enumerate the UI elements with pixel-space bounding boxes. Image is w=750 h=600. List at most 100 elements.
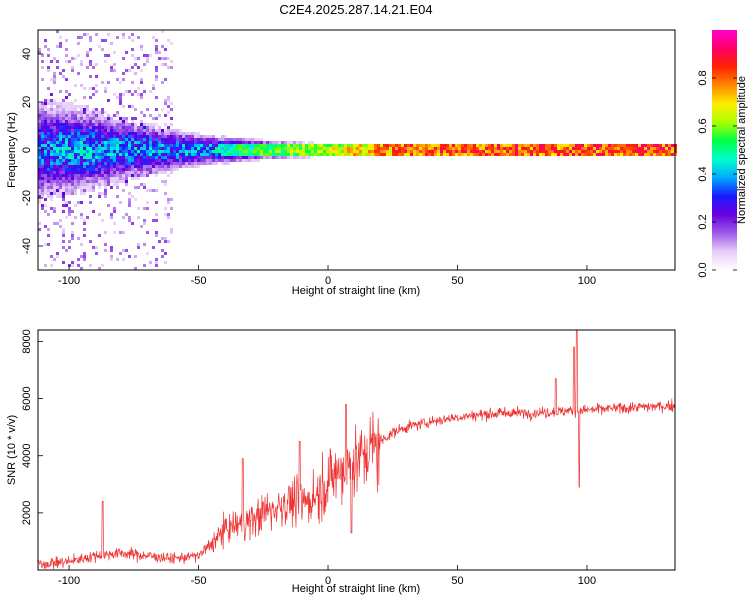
spectrogram-cell <box>53 210 56 213</box>
spectrogram-cell <box>533 144 536 147</box>
spectrogram-cell <box>548 147 551 150</box>
spectrogram-cell <box>659 153 662 156</box>
spectrogram-cell <box>170 165 173 168</box>
spectrogram-cell <box>203 153 206 156</box>
spectrogram-cell <box>398 144 401 147</box>
spectrogram-cell <box>101 39 104 42</box>
spectrogram-cell <box>44 45 47 48</box>
spectrogram-cell <box>83 258 86 261</box>
spectrogram-cell <box>134 123 137 126</box>
spectrogram-cell <box>89 60 92 63</box>
spectrogram-cell <box>161 30 164 33</box>
spectrogram-cell <box>143 219 146 222</box>
spectrogram-cell <box>116 138 119 141</box>
spectrogram-cell <box>158 144 161 147</box>
spectrogram-cell <box>224 144 227 147</box>
spectrogram-cell <box>68 60 71 63</box>
spectrogram-cell <box>170 198 173 201</box>
spectrogram-cell <box>38 162 41 165</box>
spectrogram-cell <box>254 141 257 144</box>
spectrogram-cell <box>557 150 560 153</box>
spectrogram-cell <box>71 57 74 60</box>
spectrogram-cell <box>62 204 65 207</box>
spectrogram-cell <box>110 126 113 129</box>
spectrogram-cell <box>101 81 104 84</box>
spectrogram-cell <box>68 147 71 150</box>
spectrogram-cell <box>221 144 224 147</box>
spectrogram-cell <box>152 126 155 129</box>
spectrogram-cell <box>494 150 497 153</box>
spectrogram-cell <box>371 153 374 156</box>
spectrogram-cell <box>44 105 47 108</box>
spectrogram-cell <box>512 150 515 153</box>
spectrogram-cell <box>152 138 155 141</box>
spectrogram-cell <box>317 144 320 147</box>
spectrogram-cell <box>101 147 104 150</box>
spectrogram-cell <box>53 186 56 189</box>
spectrogram-cell <box>257 144 260 147</box>
spectrogram-cell <box>167 96 170 99</box>
spectrogram-cell <box>191 138 194 141</box>
spectrogram-cell <box>290 150 293 153</box>
spectrogram-cell <box>74 117 77 120</box>
spectrogram-cell <box>236 138 239 141</box>
spectrogram-cell <box>251 138 254 141</box>
spectrogram-cell <box>71 237 74 240</box>
spectrogram-cell <box>131 123 134 126</box>
spectrogram-cell <box>47 165 50 168</box>
spectrogram-cell <box>434 147 437 150</box>
spectrogram-cell <box>53 78 56 81</box>
spectrogram-cell <box>62 120 65 123</box>
spectrogram-cell <box>98 120 101 123</box>
spectrogram-cell <box>188 159 191 162</box>
spectrogram-cell <box>500 144 503 147</box>
spectrogram-cell <box>155 174 158 177</box>
spectrogram-cell <box>68 180 71 183</box>
spectrogram-cell <box>242 147 245 150</box>
spectrogram-cell <box>164 78 167 81</box>
spectrogram-cell <box>386 153 389 156</box>
spectrogram-cell <box>149 90 152 93</box>
spectrogram-cell <box>170 132 173 135</box>
spectrogram-cell <box>74 180 77 183</box>
spectrogram-cell <box>437 153 440 156</box>
spectrogram-cell <box>164 102 167 105</box>
spectrogram-cell <box>56 129 59 132</box>
spectrogram-cell <box>602 153 605 156</box>
spectrogram-cell <box>95 150 98 153</box>
spectrogram-cell <box>47 150 50 153</box>
spectrogram-cell <box>155 234 158 237</box>
spectrogram-cell <box>47 141 50 144</box>
spectrogram-cell <box>74 108 77 111</box>
spectrogram-cell <box>83 255 86 258</box>
spectrogram-cell <box>92 153 95 156</box>
spectrogram-cell <box>176 159 179 162</box>
spectrogram-cell <box>191 147 194 150</box>
spectrogram-cell <box>89 240 92 243</box>
spectrogram-cell <box>131 129 134 132</box>
spectrogram-cell <box>524 147 527 150</box>
spectrogram-cell <box>98 126 101 129</box>
spectrogram-cell <box>86 135 89 138</box>
spectrogram-cell <box>140 123 143 126</box>
spectrogram-cell <box>251 150 254 153</box>
spectrogram-cell <box>260 138 263 141</box>
spectrogram-cell <box>155 117 158 120</box>
spectrogram-cell <box>395 150 398 153</box>
spectrogram-cell <box>299 150 302 153</box>
spectrogram-cell <box>356 150 359 153</box>
spectrogram-cell <box>662 147 665 150</box>
spectrogram-cell <box>86 186 89 189</box>
spectrogram-cell <box>242 138 245 141</box>
spectrogram-cell <box>38 159 41 162</box>
spectrogram-cell <box>278 153 281 156</box>
spectrogram-cell <box>101 132 104 135</box>
spectrogram-cell <box>437 147 440 150</box>
spectrogram-cell <box>476 147 479 150</box>
spectrogram-cell <box>104 54 107 57</box>
spectrogram-cell <box>296 141 299 144</box>
spectrogram-cell <box>80 150 83 153</box>
spectrogram-cell <box>122 153 125 156</box>
spectrogram-cell <box>122 117 125 120</box>
spectrogram-cell <box>407 147 410 150</box>
